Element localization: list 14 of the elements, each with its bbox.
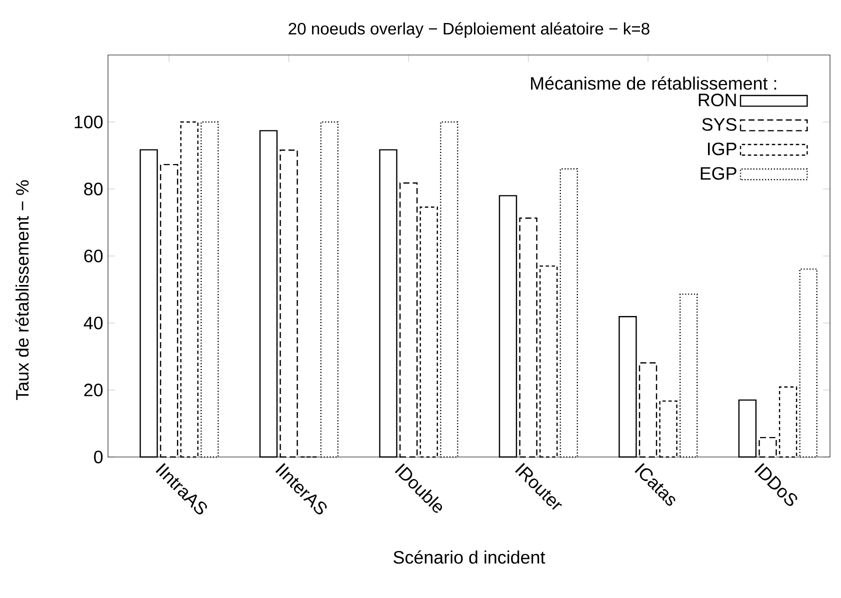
legend-label: IGP: [708, 142, 736, 156]
legend-label: SYS: [702, 118, 736, 131]
chart-title: 20 noeuds overlay − Déploiement aléatoire − k=8: [288, 22, 650, 38]
y-tick-label: 0: [94, 450, 103, 464]
y-tick-label: 20: [84, 384, 103, 396]
legend-label: RON: [698, 94, 736, 106]
x-axis-title: Scénario d incident: [394, 550, 546, 564]
y-tick-label: 80: [84, 182, 103, 196]
y-tick-label: 40: [84, 316, 103, 330]
y-axis-title: Taux de rétablissement − %: [15, 180, 29, 400]
legend-label: EGP: [700, 167, 736, 180]
y-tick-label: 100: [74, 116, 103, 128]
legend-title: Mécanisme de rétablissement :: [531, 76, 776, 90]
y-tick-label: 60: [84, 250, 103, 262]
